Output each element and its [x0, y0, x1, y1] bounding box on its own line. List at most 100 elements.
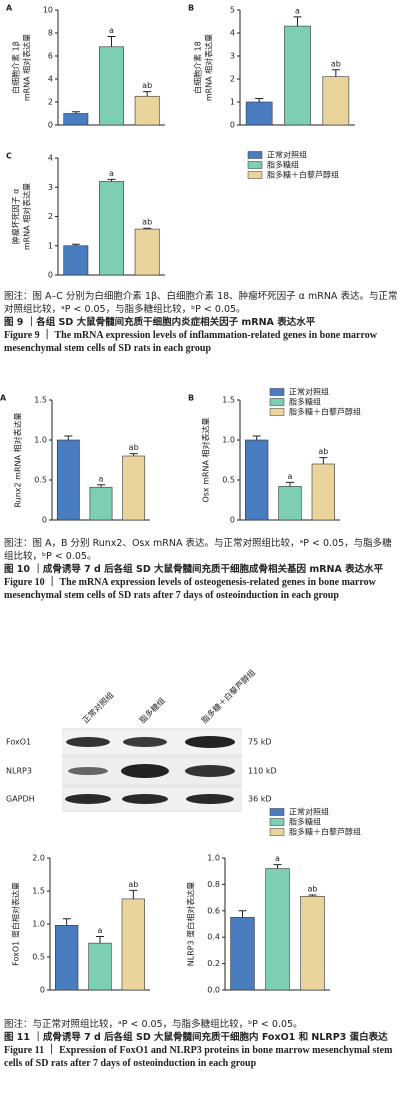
y-tick-label: 1: [230, 98, 235, 107]
bar: [245, 439, 269, 521]
error-bar: [107, 35, 116, 47]
blot-size: 75 kD: [248, 738, 272, 747]
blot-row-label: FoxO1: [6, 738, 31, 747]
legend-swatch: [247, 151, 263, 159]
bar: [99, 46, 124, 126]
panel-letter: B: [188, 394, 194, 403]
annotation: a: [109, 26, 114, 35]
y-tick-label: 2.0: [32, 854, 45, 863]
annotation: ab: [142, 218, 152, 227]
blot-lane-label: 脂多糖组: [137, 695, 167, 725]
error-bar: [308, 894, 317, 897]
bar: [63, 245, 89, 276]
blot-size: 110 kD: [248, 767, 277, 776]
annotation: a: [99, 474, 104, 483]
y-tick-label: 10: [43, 6, 53, 15]
band: [66, 737, 110, 747]
legend-label: 正常对照组: [289, 807, 329, 817]
caption: 图注：图 A–C 分别为白细胞介素 1β、白细胞介素 18、肿瘤坏死因子 α m…: [4, 290, 400, 355]
caption-title-en: Figure 9 ｜ The mRNA expression levels of…: [4, 330, 377, 354]
error-bar: [97, 484, 105, 488]
annotation: ab: [331, 59, 341, 68]
band: [185, 765, 235, 777]
error-bar: [143, 227, 152, 230]
y-tick-label: 0.8: [207, 880, 220, 889]
y-tick-label: 0.0: [207, 986, 220, 995]
error-bar: [238, 910, 247, 918]
error-bar: [286, 481, 294, 487]
caption-note: 图注：图 A，B 分别 Runx2、Osx mRNA 表达。与正常对照组比较，ᵃ…: [4, 538, 392, 562]
error-bar: [252, 435, 261, 440]
band: [185, 736, 235, 748]
caption-title-cn: 图 11 ｜成骨诱导 7 d 后各组 SD 大鼠骨髓间充质干细胞内 FoxO1 …: [4, 1032, 388, 1043]
y-axis-label: Osx mRNA 相对表达量: [201, 417, 211, 502]
error-bar: [319, 457, 328, 464]
y-axis-label: 白细胞介素 18: [193, 41, 203, 94]
y-tick-label: 0: [42, 516, 47, 525]
caption: 图注：与正常对照组比较，ᵃP < 0.05，与脂多糖组比较，ᵇP < 0.05。…: [4, 1018, 400, 1070]
error-bar: [64, 435, 73, 440]
annotation: ab: [142, 81, 152, 90]
annotation: ab: [308, 884, 318, 893]
y-tick-label: 2: [48, 98, 53, 107]
y-tick-label: 1.5: [34, 396, 47, 405]
legend-label: 脂多糖组: [289, 397, 321, 407]
bar: [245, 101, 273, 126]
annotation: a: [98, 926, 103, 935]
annotation: ab: [128, 880, 138, 889]
caption: 图注：图 A，B 分别 Runx2、Osx mRNA 表达。与正常对照组比较，ᵃ…: [4, 537, 400, 602]
legend-swatch: [269, 388, 285, 396]
legend-label: 脂多糖组: [267, 160, 299, 170]
legend-swatch: [269, 808, 285, 816]
y-tick-label: 4: [48, 154, 53, 163]
caption-title-cn: 图 10 ｜成骨诱导 7 d 后各组 SD 大鼠骨髓间充质干细胞成骨相关基因 m…: [4, 564, 384, 575]
error-bar: [255, 98, 264, 102]
error-bar: [293, 16, 302, 27]
band: [123, 737, 167, 747]
band: [122, 794, 168, 804]
caption-title-cn: 图 9 ｜各组 SD 大鼠骨髓间充质干细胞内炎症相关因子 mRNA 表达水平: [4, 317, 316, 328]
panel-letter: B: [188, 4, 194, 13]
bar: [56, 439, 80, 521]
error-bar: [71, 111, 80, 114]
legend-label: 脂多糖＋白藜芦醇组: [267, 170, 339, 180]
y-tick-label: 3: [48, 183, 53, 192]
y-tick-label: 1.5: [32, 887, 45, 896]
y-tick-label: 1.0: [34, 436, 47, 445]
y-axis-label: mRNA 相对表达量: [204, 34, 214, 101]
y-tick-label: 0: [230, 121, 235, 130]
y-tick-label: 0.4: [207, 933, 220, 942]
band: [65, 794, 111, 804]
y-tick-label: 6: [48, 52, 53, 61]
legend-label: 正常对照组: [267, 150, 307, 160]
blot-lane-label: 正常对照组: [80, 690, 115, 725]
y-tick-label: 1.0: [222, 436, 235, 445]
bar: [134, 228, 160, 276]
y-tick-label: 8: [48, 29, 53, 38]
bar: [300, 895, 325, 991]
y-tick-label: 1: [48, 241, 53, 250]
y-tick-label: 0.6: [207, 906, 220, 915]
y-axis-label: 肿瘤坏死因子 α: [11, 189, 21, 245]
error-bar: [71, 243, 80, 246]
y-tick-label: 0: [48, 271, 53, 280]
annotation: ab: [318, 447, 328, 456]
band: [186, 794, 234, 804]
error-bar: [107, 178, 116, 182]
error-bar: [96, 936, 104, 944]
bar: [89, 486, 113, 521]
y-tick-label: 0.5: [34, 476, 47, 485]
legend-swatch: [269, 408, 285, 416]
y-tick-label: 4: [230, 29, 235, 38]
band: [68, 767, 108, 775]
error-bar: [62, 918, 71, 926]
y-tick-label: 0: [40, 986, 45, 995]
caption-title-en: Figure 11 ｜ Expression of FoxO1 and NLRP…: [4, 1045, 393, 1069]
error-bar: [331, 69, 340, 77]
blot-row-label: NLRP3: [6, 767, 32, 776]
legend-label: 脂多糖＋白藜芦醇组: [289, 407, 361, 417]
annotation: a: [288, 472, 293, 481]
y-axis-label: Runx2 mRNA 相对表达量: [13, 412, 23, 507]
